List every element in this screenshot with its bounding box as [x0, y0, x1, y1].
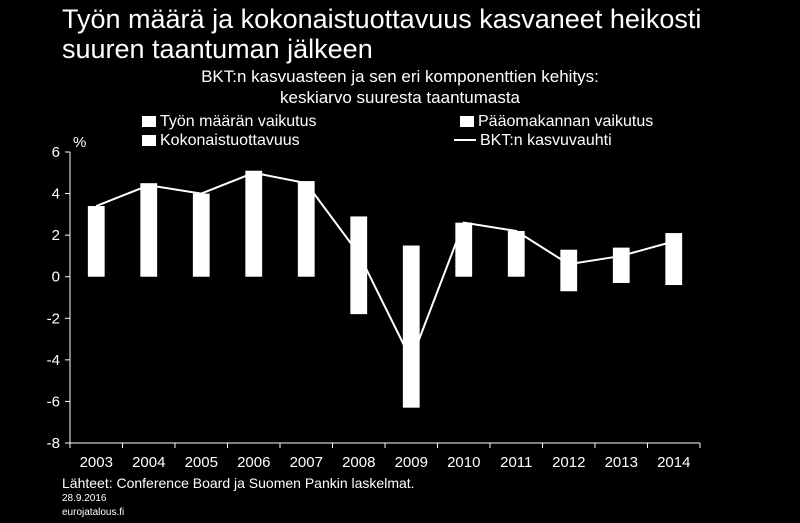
bar-2003	[87, 206, 105, 277]
source-note: Lähteet: Conference Board ja Suomen Pank…	[62, 475, 415, 491]
legend-item-tfp: Kokonaistuottavuus	[142, 132, 300, 150]
y-tick-label: 6	[52, 144, 60, 161]
legend-item-labor: Työn määrän vaikutus	[142, 113, 317, 131]
bar-2005	[192, 193, 210, 277]
chart-subtitle: BKT:n kasvuasteen ja sen eri komponentti…	[150, 66, 650, 108]
bar-2012	[560, 249, 578, 292]
chart-labels: -8 -6 -4 -2 0 2 4 6% 2003 2004 2005 2006 2007 2008 200…	[47, 134, 691, 471]
chart-line	[95, 171, 675, 363]
x-tick-label: 2012	[552, 454, 585, 471]
chart-title-line-1: Työn määrä ja kokonaistuottavuus kasvane…	[62, 4, 702, 34]
bar-2007	[297, 181, 315, 277]
legend-swatch-labor	[142, 116, 156, 127]
bar-2008	[350, 216, 368, 315]
y-tick-label: -2	[47, 310, 60, 327]
y-tick-label: -6	[47, 393, 60, 410]
x-tick-label: 2010	[447, 454, 480, 471]
y-tick-label: -8	[47, 435, 60, 452]
bar-2011	[507, 230, 525, 277]
legend-item-gdp: BKT:n kasvuvauhti	[454, 132, 612, 150]
gdp-growth-line	[95, 171, 675, 363]
x-tick-label: 2013	[605, 454, 638, 471]
x-tick-label: 2008	[342, 454, 375, 471]
legend-swatch-tfp	[142, 135, 156, 146]
chart-bars	[87, 170, 683, 408]
legend-line-gdp	[454, 139, 476, 141]
x-tick-label: 2006	[237, 454, 270, 471]
bar-2004	[140, 183, 158, 277]
legend-label-gdp: BKT:n kasvuvauhti	[480, 132, 612, 149]
x-tick-label: 2003	[80, 454, 113, 471]
date-note: 28.9.2016	[62, 493, 107, 504]
x-tick-label: 2009	[395, 454, 428, 471]
y-tick-label: 0	[52, 269, 60, 286]
bar-2010	[455, 222, 473, 277]
bar-2006	[245, 170, 263, 277]
chart-title: Työn määrä ja kokonaistuottavuus kasvane…	[62, 4, 782, 64]
y-tick-label: 2	[52, 227, 60, 244]
chart-subtitle-line-2: keskiarvo suuresta taantumasta	[279, 88, 520, 107]
x-tick-label: 2014	[657, 454, 690, 471]
x-tick-label: 2011	[500, 454, 532, 471]
x-tick-label: 2005	[185, 454, 218, 471]
chart-subtitle-line-1: BKT:n kasvuasteen ja sen eri komponentti…	[201, 67, 599, 86]
legend-label-tfp: Kokonaistuottavuus	[160, 132, 300, 149]
x-tick-label: 2007	[290, 454, 323, 471]
legend-label-labor: Työn määrän vaikutus	[160, 113, 317, 130]
y-tick-label: -4	[47, 352, 60, 369]
bar-2013	[612, 247, 630, 283]
legend-item-capital: Pääomakannan vaikutus	[460, 113, 653, 131]
y-axis-unit-label: %	[73, 134, 86, 151]
x-tick-label: 2004	[132, 454, 165, 471]
site-note: eurojatalous.fi	[62, 507, 125, 518]
bar-2014	[665, 233, 683, 286]
chart-title-line-2: suuren taantuman jälkeen	[62, 34, 373, 64]
bar-2009	[402, 245, 420, 408]
legend-swatch-capital	[460, 116, 474, 127]
y-tick-label: 4	[52, 186, 60, 203]
legend-label-capital: Pääomakannan vaikutus	[478, 113, 654, 130]
chart-axes	[65, 151, 701, 448]
